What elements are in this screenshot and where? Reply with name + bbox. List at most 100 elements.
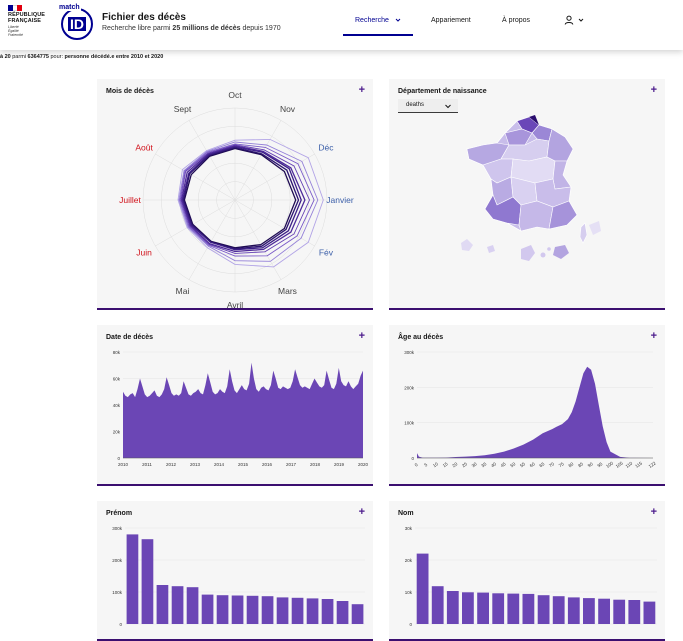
user-menu-button[interactable] (564, 15, 584, 25)
bar (567, 597, 580, 624)
x-tick-label: 2011 (142, 462, 152, 467)
x-tick-label: 20 (451, 461, 458, 468)
card-prenom: Prénom + 0 100k 200k 300k (97, 501, 373, 641)
card-title: Mois de décès (106, 88, 154, 95)
nav-search[interactable]: Recherche (355, 17, 401, 24)
y-tick-label: 0 (411, 456, 414, 461)
y-tick-label: 30k (405, 526, 413, 531)
x-tick-label: 85 (577, 461, 584, 468)
bar (598, 598, 610, 624)
x-tick-label: 95 (596, 461, 603, 468)
x-tick-label: 70 (548, 461, 555, 468)
radar-spoke (188, 199, 236, 280)
bar (306, 598, 319, 624)
metric-select[interactable]: deaths (398, 99, 458, 113)
nav-about[interactable]: À propos (502, 17, 531, 24)
site-header: RÉPUBLIQUE FRANÇAISE Liberté Égalité Fra… (0, 0, 683, 50)
nav-matching[interactable]: Appariement (431, 17, 471, 24)
bar (446, 591, 459, 624)
bar (216, 595, 229, 624)
bar (522, 593, 535, 624)
bar (477, 592, 489, 624)
x-tick-label: 25 (461, 461, 468, 468)
x-tick-label: 10 (432, 461, 439, 468)
x-tick-label: 2015 (238, 462, 249, 467)
radar-month-label: Juillet (119, 195, 141, 205)
matchid-logo[interactable]: match ID (55, 4, 95, 42)
bar (156, 585, 169, 624)
chevron-down-icon (395, 18, 401, 22)
x-tick-label: 15 (442, 461, 449, 468)
x-tick-label: 35 (480, 461, 487, 468)
republique-francaise-logo[interactable]: RÉPUBLIQUE FRANÇAISE Liberté Égalité Fra… (8, 5, 50, 37)
radar-month-label: Sept (174, 104, 192, 114)
radar-month-label: Juin (136, 248, 152, 258)
expand-plus-icon[interactable]: + (650, 506, 657, 518)
x-tick-label: 115 (634, 460, 643, 468)
expand-plus-icon[interactable]: + (358, 330, 365, 342)
radar-month-label: Nov (280, 104, 296, 114)
x-tick-label: 110 (625, 460, 634, 468)
x-tick-label: 2012 (166, 462, 177, 467)
nom-bar-chart: 0 10k 20k 30k (405, 526, 657, 626)
radar-series-line (182, 146, 300, 250)
y-tick-label: 300k (112, 526, 123, 531)
card-title: Âge au décès (398, 334, 444, 341)
y-tick-label: 0 (117, 456, 120, 461)
bar (291, 597, 304, 624)
bar (186, 587, 199, 624)
nav-active-indicator (343, 34, 413, 36)
y-tick-label: 100k (404, 421, 415, 426)
radar-month-label: Déc (318, 143, 334, 153)
expand-plus-icon[interactable]: + (358, 84, 365, 96)
gov-motto: Liberté Égalité Fraternité (8, 25, 23, 37)
radar-series-line (179, 143, 315, 257)
x-tick-label: 65 (538, 461, 545, 468)
radar-spoke (155, 153, 236, 201)
area-series (417, 366, 653, 458)
bar (613, 599, 626, 624)
card-title: Prénom (106, 510, 133, 517)
user-icon (564, 15, 574, 25)
radar-spoke (188, 120, 236, 201)
radar-month-label: Mai (176, 286, 190, 296)
radar-spoke (234, 153, 315, 201)
x-tick-label: 45 (500, 461, 507, 468)
bar (628, 600, 641, 624)
matchid-brand-big: ID (68, 16, 86, 32)
x-tick-label: 2018 (310, 462, 321, 467)
x-tick-label: 100 (605, 460, 614, 469)
bar (351, 604, 364, 624)
gov-name-line2: FRANÇAISE (8, 18, 41, 24)
bar (552, 596, 565, 624)
x-tick-label: 40 (490, 461, 497, 468)
x-tick-label: 55 (519, 461, 526, 468)
card-title: Nom (398, 510, 414, 517)
x-tick-label: 105 (615, 460, 624, 469)
card-departement-naissance: Département de naissance + deaths (389, 79, 665, 310)
y-tick-label: 0 (409, 622, 412, 626)
results-summary: à 20 parmi 6364775 pour: personne décédé… (0, 54, 164, 60)
y-tick-label: 0 (119, 622, 122, 626)
y-tick-label: 200k (112, 558, 123, 563)
bar (336, 601, 349, 624)
bar (431, 586, 444, 624)
x-tick-label: 0 (414, 462, 419, 468)
expand-plus-icon[interactable]: + (358, 506, 365, 518)
radar-month-label: Août (135, 143, 153, 153)
site-subtitle: Recherche libre parmi 25 millions de déc… (102, 25, 281, 32)
x-tick-label: 2016 (262, 462, 273, 467)
radar-series-line (180, 144, 310, 254)
card-mois-deces: Mois de décès + Oct Nov Déc Janvier Fév Mars A… (97, 79, 373, 310)
prenom-bar-chart: 0 100k 200k 300k (112, 526, 365, 626)
expand-plus-icon[interactable]: + (650, 330, 657, 342)
x-tick-label: 80 (567, 461, 574, 468)
radar-series-line (180, 145, 306, 253)
expand-plus-icon[interactable]: + (650, 84, 657, 96)
france-map (461, 115, 601, 261)
x-tick-label: 50 (509, 461, 516, 468)
bar (583, 598, 595, 624)
date-area-chart: 0 20k 40k 60k 80k 2010 2011 2012 2013 2014 2015 201… (113, 350, 369, 467)
y-tick-label: 20k (405, 558, 413, 563)
